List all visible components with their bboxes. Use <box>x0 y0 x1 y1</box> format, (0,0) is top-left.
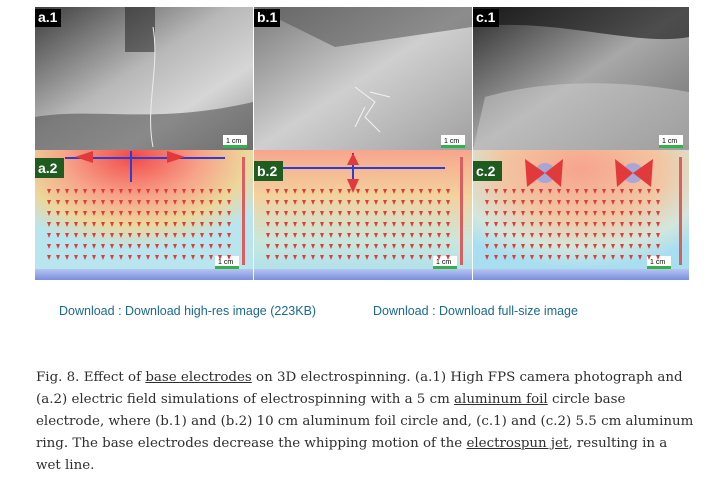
download-links: Download : Download high-res image (223K… <box>59 304 578 318</box>
figure-caption: Fig. 8. Effect of base electrodes on 3D … <box>36 367 696 477</box>
caption-link-electrospun-jet[interactable]: electrospun jet <box>466 436 569 451</box>
caption-text-2: on 3D electrospinning. (a.1) High FPS ca… <box>36 370 683 407</box>
caption-link-aluminum-foil[interactable]: aluminum foil <box>454 392 548 407</box>
figure-8-image: a.1 b.1 c.1 a.2 b.2 c.2 1 cm 1 cm 1 cm 1… <box>35 7 689 280</box>
download-full-size-link[interactable]: Download : Download full-size image <box>373 304 578 318</box>
caption-text-4: , resulting in a wet line. <box>36 436 668 473</box>
download-high-res-link[interactable]: Download : Download high-res image (223K… <box>59 304 317 318</box>
field-arrows <box>47 189 660 260</box>
caption-text-1: Fig. 8. Effect of <box>36 370 146 385</box>
panel-label-a1: a.1 <box>38 9 58 25</box>
scale-label-c2: 1 cm <box>650 259 665 266</box>
panel-a2-field <box>35 150 253 280</box>
panel-label-b1: b.1 <box>257 9 277 25</box>
scale-label-c1: 1 cm <box>662 138 677 145</box>
scale-label-b1: 1 cm <box>444 138 459 145</box>
panel-b2-field <box>254 150 472 280</box>
panel-label-b2: b.2 <box>257 163 277 179</box>
panel-label-c1: c.1 <box>476 9 496 25</box>
caption-text-3: circle base electrode, where (b.1) and (… <box>36 392 694 451</box>
scale-label-a1: 1 cm <box>226 138 241 145</box>
panel-b1-photo <box>254 7 472 150</box>
scale-label-a2: 1 cm <box>218 259 233 266</box>
caption-link-base-electrodes[interactable]: base electrodes <box>145 370 252 385</box>
scale-label-b2: 1 cm <box>436 259 451 266</box>
panel-c2-field <box>473 150 689 280</box>
panel-label-a2: a.2 <box>38 160 58 176</box>
panel-label-c2: c.2 <box>476 163 496 179</box>
panel-a1-photo <box>35 7 253 150</box>
panel-c1-photo <box>473 7 689 150</box>
